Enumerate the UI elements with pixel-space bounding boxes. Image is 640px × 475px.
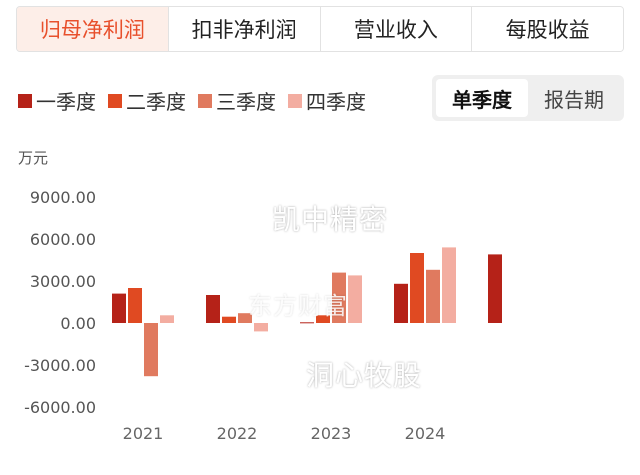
tab-net-profit[interactable]: 归母净利润 bbox=[17, 7, 169, 51]
bar-q2-2022[interactable] bbox=[222, 316, 236, 323]
bar-chart: 9000.00 6000.00 3000.00 0.00 -3000.00 -6000.0… bbox=[24, 188, 502, 443]
bar-q3-2024[interactable] bbox=[426, 269, 440, 323]
period-toggle: 单季度 报告期 bbox=[432, 75, 624, 121]
legend-label-q3: 三季度 bbox=[216, 90, 276, 114]
legend-swatch-q4 bbox=[288, 93, 302, 108]
legend-label-q1: 一季度 bbox=[36, 90, 96, 114]
legend-item-q2[interactable]: 二季度 bbox=[108, 86, 186, 115]
bar-q1-2022[interactable] bbox=[206, 295, 220, 323]
x-tick-label: 2022 bbox=[217, 424, 258, 443]
y-tick-label: 6000.00 bbox=[30, 230, 96, 249]
bar-q1-2024[interactable] bbox=[394, 283, 408, 323]
tab-eps[interactable]: 每股收益 bbox=[472, 7, 623, 51]
bar-q2-2021[interactable] bbox=[128, 288, 142, 323]
legend-item-q3[interactable]: 三季度 bbox=[198, 86, 276, 115]
watermark-text-3: 东方财富 bbox=[248, 292, 348, 320]
bar-q1-latest[interactable] bbox=[488, 254, 502, 323]
metric-tabs: 归母净利润 扣非净利润 营业收入 每股收益 bbox=[16, 6, 624, 52]
bar-q4-2022[interactable] bbox=[254, 323, 268, 332]
y-axis-unit: 万元 bbox=[18, 149, 49, 167]
toggle-single-quarter[interactable]: 单季度 bbox=[436, 79, 528, 117]
x-tick-label: 2024 bbox=[405, 424, 446, 443]
x-tick-label: 2023 bbox=[311, 424, 352, 443]
y-tick-label: -3000.00 bbox=[24, 356, 96, 375]
toggle-report-period[interactable]: 报告期 bbox=[544, 87, 604, 112]
y-tick-label: 0.00 bbox=[60, 314, 96, 333]
bar-q3-2023[interactable] bbox=[332, 272, 346, 323]
bar-q4-2023[interactable] bbox=[348, 275, 362, 323]
y-tick-label: -6000.00 bbox=[24, 398, 96, 417]
bar-q4-2024[interactable] bbox=[442, 247, 456, 323]
bar-q4-2021[interactable] bbox=[160, 315, 174, 323]
watermark-text-1: 凯中精密 bbox=[272, 203, 389, 236]
x-tick-label: 2021 bbox=[123, 424, 164, 443]
legend-label-q2: 二季度 bbox=[126, 90, 186, 114]
y-tick-label: 9000.00 bbox=[30, 188, 96, 207]
chart-legend: 一季度 二季度 三季度 四季度 bbox=[18, 86, 378, 115]
bar-q3-2022[interactable] bbox=[238, 313, 252, 323]
bar-q3-2021[interactable] bbox=[144, 323, 158, 377]
legend-label-q4: 四季度 bbox=[306, 90, 366, 114]
legend-swatch-q1 bbox=[18, 93, 32, 108]
legend-item-q4[interactable]: 四季度 bbox=[288, 86, 366, 115]
tab-deducted-net-profit[interactable]: 扣非净利润 bbox=[168, 7, 321, 51]
legend-item-q1[interactable]: 一季度 bbox=[18, 86, 96, 115]
bar-q1-2021[interactable] bbox=[112, 293, 126, 323]
tab-revenue[interactable]: 营业收入 bbox=[320, 7, 473, 51]
watermark-text-2: 洞心牧股 bbox=[306, 359, 423, 392]
bar-q2-2024[interactable] bbox=[410, 253, 424, 323]
bar-q2-2023[interactable] bbox=[316, 315, 330, 323]
bar-q1-2023[interactable] bbox=[300, 322, 314, 324]
legend-swatch-q3 bbox=[198, 93, 212, 108]
legend-swatch-q2 bbox=[108, 93, 122, 108]
y-tick-label: 3000.00 bbox=[30, 272, 96, 291]
